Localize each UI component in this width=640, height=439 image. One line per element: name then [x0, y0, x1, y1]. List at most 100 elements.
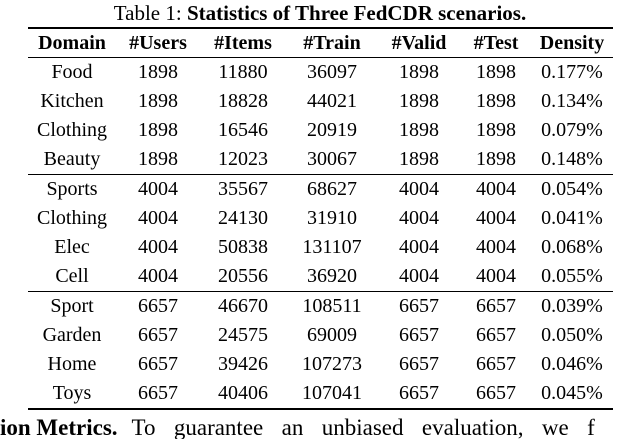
- table-cell: 46670: [218, 295, 268, 317]
- table-cell: 24130: [218, 207, 268, 229]
- table-cell: 0.046%: [541, 353, 603, 375]
- table-cell: 131107: [302, 236, 362, 258]
- table-cell: 6657: [476, 382, 516, 404]
- table-row: Clothing 1898 16546 20919 1898 1898 0.079%: [28, 116, 613, 145]
- table-cell: 0.050%: [541, 324, 603, 346]
- table-cell: 0.177%: [541, 61, 603, 83]
- domain-cell: Clothing: [36, 119, 107, 141]
- table-cell: 0.041%: [541, 207, 603, 229]
- table-cell: 0.045%: [541, 382, 603, 404]
- table-cell: 6657: [476, 295, 516, 317]
- table-cell: 4004: [399, 236, 439, 258]
- table-cell: 0.039%: [541, 295, 603, 317]
- table-cell: 35567: [218, 178, 268, 200]
- table-cell: 36097: [307, 61, 357, 83]
- table-cell: 0.079%: [541, 119, 603, 141]
- table-cell: 4004: [138, 265, 178, 287]
- table-cell: 4004: [399, 207, 439, 229]
- domain-cell: Food: [51, 61, 93, 83]
- table-cell: 44021: [307, 90, 357, 112]
- table-row: Garden 6657 24575 69009 6657 6657 0.050%: [28, 321, 613, 350]
- table-cell: 0.054%: [541, 178, 603, 200]
- table-cell: 12023: [218, 148, 268, 170]
- domain-cell: Beauty: [43, 148, 101, 170]
- table-cell: 6657: [399, 295, 439, 317]
- table-cell: 0.148%: [541, 148, 603, 170]
- domain-cell: Sports: [46, 178, 98, 200]
- table-row: Home 6657 39426 107273 6657 6657 0.046%: [28, 350, 613, 379]
- body-text-bold: ion Metrics.: [0, 415, 118, 439]
- table-cell: 6657: [399, 353, 439, 375]
- table-cell: 6657: [138, 382, 178, 404]
- table-cell: 20556: [218, 265, 268, 287]
- table-cell: 1898: [399, 61, 439, 83]
- domain-cell: Home: [47, 353, 97, 375]
- table-cell: 0.055%: [541, 265, 603, 287]
- column-header-valid: #Valid: [391, 31, 447, 54]
- table-cell: 1898: [476, 61, 516, 83]
- table-row: Elec 4004 50838 131107 4004 4004 0.068%: [28, 233, 613, 262]
- table-cell: 1898: [138, 119, 178, 141]
- table-cell: 6657: [138, 353, 178, 375]
- table-header-row: Domain #Users #Items #Train #Valid #Test Densi…: [28, 29, 613, 57]
- table-cell: 6657: [138, 295, 178, 317]
- table-row: Food 1898 11880 36097 1898 1898 0.177%: [28, 58, 613, 87]
- table-cell: 36920: [307, 265, 357, 287]
- table-cell: 18828: [218, 90, 268, 112]
- column-header-test: #Test: [473, 31, 519, 54]
- caption-label: Table 1:: [113, 1, 187, 25]
- domain-cell: Sport: [50, 295, 94, 317]
- table-cell: 0.068%: [541, 236, 603, 258]
- table-cell: 4004: [399, 178, 439, 200]
- table-cell: 4004: [138, 178, 178, 200]
- column-header-density: Density: [539, 31, 605, 54]
- domain-cell: Garden: [42, 324, 102, 346]
- table-cell: 40406: [218, 382, 268, 404]
- table-cell: 107041: [302, 382, 362, 404]
- table-cell: 11880: [218, 61, 268, 83]
- domain-cell: Cell: [55, 265, 89, 287]
- table-cell: 6657: [476, 324, 516, 346]
- table-cell: 4004: [399, 265, 439, 287]
- table-cell: 1898: [138, 90, 178, 112]
- table-cell: 1898: [138, 148, 178, 170]
- table-cell: 69009: [307, 324, 357, 346]
- table-cell: 20919: [307, 119, 357, 141]
- table-cell: 107273: [302, 353, 362, 375]
- table-cell: 6657: [476, 353, 516, 375]
- table-cell: 24575: [218, 324, 268, 346]
- table-row: Clothing 4004 24130 31910 4004 4004 0.041%: [28, 204, 613, 233]
- group-separator-rule: [28, 174, 613, 175]
- column-header-users: #Users: [129, 31, 187, 54]
- group-separator-rule: [28, 291, 613, 292]
- table-cell: 50838: [218, 236, 268, 258]
- table-cell: 4004: [476, 265, 516, 287]
- table-cell: 4004: [476, 236, 516, 258]
- table-row: Beauty 1898 12023 30067 1898 1898 0.148%: [28, 145, 613, 174]
- table-cell: 1898: [399, 148, 439, 170]
- table-cell: 1898: [138, 61, 178, 83]
- table-cell: 1898: [399, 90, 439, 112]
- table-cell: 6657: [399, 382, 439, 404]
- table-cell: 0.134%: [541, 90, 603, 112]
- table-row: Toys 6657 40406 107041 6657 6657 0.045%: [28, 379, 613, 408]
- table-cell: 1898: [476, 119, 516, 141]
- domain-cell: Toys: [52, 382, 92, 404]
- table-cell: 30067: [307, 148, 357, 170]
- body-text-regular: To guarantee an unbiased evaluation, we …: [131, 415, 595, 439]
- table-cell: 16546: [218, 119, 268, 141]
- table-row: Sports 4004 35567 68627 4004 4004 0.054%: [28, 175, 613, 204]
- table-cell: 4004: [138, 236, 178, 258]
- table-cell: 1898: [399, 119, 439, 141]
- table-cell: 6657: [138, 324, 178, 346]
- table-cell: 4004: [476, 178, 516, 200]
- table-row: Kitchen 1898 18828 44021 1898 1898 0.134%: [28, 87, 613, 116]
- header-bottom-rule: [28, 57, 613, 58]
- domain-cell: Kitchen: [40, 90, 104, 112]
- domain-cell: Clothing: [36, 207, 107, 229]
- caption-title: Statistics of Three FedCDR scenarios.: [186, 1, 527, 25]
- table-cell: 4004: [476, 207, 516, 229]
- column-header-domain: Domain: [38, 31, 106, 54]
- column-header-items: #Items: [214, 31, 272, 54]
